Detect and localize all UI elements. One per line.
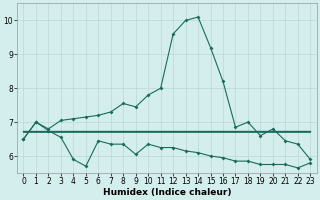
X-axis label: Humidex (Indice chaleur): Humidex (Indice chaleur): [103, 188, 231, 197]
